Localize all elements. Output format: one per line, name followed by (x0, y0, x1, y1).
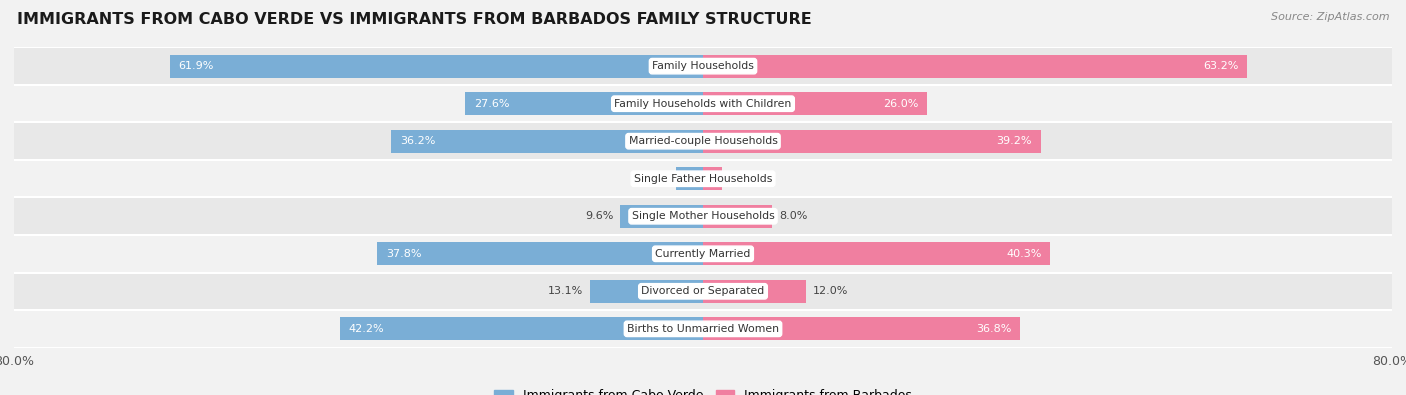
Bar (14, 273, 1392, 310)
Legend: Immigrants from Cabo Verde, Immigrants from Barbados: Immigrants from Cabo Verde, Immigrants f… (489, 384, 917, 395)
Bar (703, 205, 772, 228)
Text: 13.1%: 13.1% (548, 286, 583, 296)
Text: Single Father Households: Single Father Households (634, 174, 772, 184)
Bar (703, 242, 1050, 265)
Text: Source: ZipAtlas.com: Source: ZipAtlas.com (1271, 12, 1389, 22)
Bar (14, 310, 1392, 348)
Text: Family Households: Family Households (652, 61, 754, 71)
Text: 9.6%: 9.6% (585, 211, 613, 221)
Text: Divorced or Separated: Divorced or Separated (641, 286, 765, 296)
Text: Births to Unmarried Women: Births to Unmarried Women (627, 324, 779, 334)
Text: 42.2%: 42.2% (349, 324, 384, 334)
Text: 36.8%: 36.8% (976, 324, 1011, 334)
Bar (591, 280, 703, 303)
Text: 2.2%: 2.2% (728, 174, 758, 184)
Text: Family Households with Children: Family Households with Children (614, 99, 792, 109)
Bar (14, 122, 1392, 160)
Text: 36.2%: 36.2% (399, 136, 436, 146)
Bar (703, 130, 1040, 153)
Bar (465, 92, 703, 115)
Bar (703, 55, 1247, 78)
Bar (676, 167, 703, 190)
Bar (703, 92, 927, 115)
Text: 27.6%: 27.6% (474, 99, 509, 109)
Bar (703, 167, 721, 190)
Text: 8.0%: 8.0% (779, 211, 807, 221)
Bar (14, 235, 1392, 273)
Text: 26.0%: 26.0% (883, 99, 918, 109)
Text: IMMIGRANTS FROM CABO VERDE VS IMMIGRANTS FROM BARBADOS FAMILY STRUCTURE: IMMIGRANTS FROM CABO VERDE VS IMMIGRANTS… (17, 12, 811, 27)
Text: 3.1%: 3.1% (641, 174, 669, 184)
Text: Currently Married: Currently Married (655, 249, 751, 259)
Bar (14, 198, 1392, 235)
Bar (14, 160, 1392, 198)
Text: 61.9%: 61.9% (179, 61, 214, 71)
Bar (703, 317, 1019, 340)
Text: Single Mother Households: Single Mother Households (631, 211, 775, 221)
Text: 12.0%: 12.0% (813, 286, 849, 296)
Text: 40.3%: 40.3% (1007, 249, 1042, 259)
Bar (170, 55, 703, 78)
Bar (391, 130, 703, 153)
Bar (703, 280, 807, 303)
Bar (340, 317, 703, 340)
Text: 63.2%: 63.2% (1204, 61, 1239, 71)
Bar (620, 205, 703, 228)
Text: 39.2%: 39.2% (997, 136, 1032, 146)
Text: 37.8%: 37.8% (387, 249, 422, 259)
Text: Married-couple Households: Married-couple Households (628, 136, 778, 146)
Bar (14, 85, 1392, 122)
Bar (377, 242, 703, 265)
Bar (14, 47, 1392, 85)
